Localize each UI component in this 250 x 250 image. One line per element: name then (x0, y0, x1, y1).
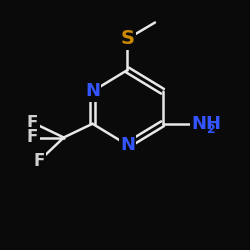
Text: N: N (85, 82, 100, 100)
Text: NH: NH (191, 115, 221, 133)
Text: F: F (27, 114, 38, 132)
Text: N: N (120, 136, 135, 154)
Text: F: F (33, 152, 44, 170)
Text: S: S (120, 29, 134, 48)
Text: F: F (27, 128, 38, 146)
Text: 2: 2 (207, 123, 216, 136)
